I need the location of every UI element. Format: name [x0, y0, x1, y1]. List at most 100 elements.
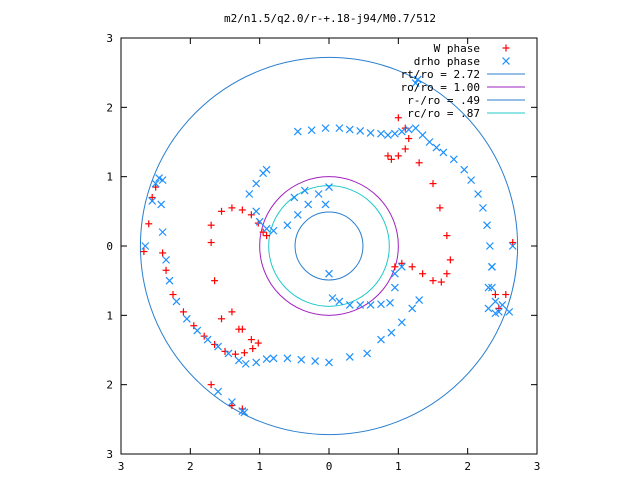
- point-s1-45: [304, 200, 313, 209]
- point-s0-20: [228, 401, 236, 409]
- xtick-label-0: 3: [118, 460, 125, 473]
- point-s1-3: [155, 174, 164, 182]
- point-s1-48: [321, 200, 330, 209]
- ytick-label-4: 1: [106, 171, 113, 184]
- point-s0-38: [394, 152, 402, 160]
- point-s1-6: [158, 228, 167, 237]
- legend-label-3: ro/ro = 1.00: [401, 81, 480, 94]
- point-s1-43: [283, 221, 292, 230]
- point-s1-60: [390, 129, 399, 138]
- point-s1-64: [418, 131, 427, 139]
- point-s0-13: [240, 349, 248, 357]
- point-s1-91: [377, 300, 385, 309]
- point-s0-19: [207, 381, 215, 389]
- point-s1-83: [413, 75, 422, 84]
- point-s1-71: [474, 190, 482, 198]
- point-s1-10: [182, 314, 191, 323]
- point-s0-34: [394, 114, 402, 122]
- point-s1-76: [488, 283, 496, 292]
- point-s1-38: [262, 165, 271, 174]
- point-s1-79: [491, 309, 500, 318]
- point-s0-55: [502, 291, 510, 299]
- point-s1-59: [384, 131, 392, 139]
- ytick-label-5: 2: [106, 101, 113, 114]
- point-s1-39: [252, 207, 261, 216]
- point-s1-66: [432, 143, 441, 152]
- point-s0-15: [254, 339, 262, 347]
- point-s1-42: [269, 226, 278, 235]
- point-s0-42: [429, 180, 437, 188]
- point-s1-32: [228, 398, 236, 406]
- legend-label-5: rc/ro = .87: [407, 107, 480, 120]
- point-s1-5: [157, 200, 166, 209]
- point-s0-1: [145, 220, 153, 228]
- point-s1-74: [485, 242, 494, 250]
- point-s1-1: [148, 197, 157, 205]
- point-s1-17: [252, 358, 261, 367]
- point-s1-81: [484, 283, 493, 292]
- legend-label-4: r-/ro = .49: [407, 94, 480, 107]
- point-s1-77: [491, 297, 500, 306]
- point-s1-98: [508, 242, 517, 250]
- point-s0-26: [207, 221, 215, 229]
- point-s1-15: [234, 356, 243, 365]
- point-s0-27: [218, 207, 226, 215]
- circle-3: [268, 185, 390, 307]
- point-s1-58: [377, 129, 385, 138]
- point-s0-53: [491, 291, 499, 299]
- point-s1-21: [297, 355, 306, 364]
- point-s1-9: [172, 297, 181, 306]
- point-s1-19: [269, 354, 278, 363]
- point-s0-30: [247, 211, 255, 219]
- point-s1-52: [307, 126, 316, 135]
- point-s0-8: [190, 322, 198, 330]
- point-s0-47: [408, 263, 416, 271]
- point-s1-8: [165, 276, 174, 285]
- point-s1-95: [397, 262, 406, 271]
- point-s1-13: [214, 342, 222, 351]
- point-s0-52: [446, 256, 454, 264]
- point-s0-29: [238, 206, 246, 214]
- legend-marker-0: [502, 44, 510, 52]
- point-s0-45: [391, 263, 399, 271]
- point-s1-93: [390, 283, 399, 292]
- reference-circles: [139, 56, 519, 436]
- point-s1-54: [335, 124, 344, 133]
- point-s0-6: [169, 291, 177, 299]
- point-s0-22: [207, 239, 215, 247]
- point-s1-23: [325, 358, 333, 367]
- point-s1-73: [483, 221, 492, 230]
- point-s0-44: [443, 232, 451, 240]
- point-s1-31: [214, 387, 222, 396]
- point-s1-7: [162, 255, 170, 264]
- point-s0-12: [231, 350, 239, 358]
- point-s1-80: [484, 304, 493, 313]
- point-s1-97: [505, 307, 514, 316]
- point-s0-24: [228, 308, 236, 316]
- point-s1-2: [151, 179, 160, 188]
- point-s0-28: [228, 204, 236, 212]
- point-s0-0: [140, 248, 148, 256]
- point-s0-23: [211, 277, 219, 285]
- point-s1-85: [325, 269, 333, 278]
- point-s1-22: [311, 357, 320, 366]
- point-s1-88: [345, 301, 354, 309]
- point-s1-14: [224, 349, 233, 358]
- point-s1-70: [467, 176, 476, 185]
- point-s1-69: [460, 165, 469, 174]
- xtick-label-5: 2: [464, 460, 471, 473]
- point-s1-24: [345, 353, 354, 361]
- ytick-label-2: 1: [106, 309, 113, 322]
- point-s1-30: [415, 296, 424, 305]
- point-s1-62: [404, 125, 413, 134]
- point-s0-39: [387, 155, 395, 163]
- point-s0-11: [221, 347, 229, 355]
- xtick-label-4: 1: [395, 460, 402, 473]
- data-points: [140, 75, 517, 417]
- point-s1-36: [252, 179, 261, 188]
- point-s0-43: [436, 204, 444, 212]
- point-s1-46: [314, 190, 323, 198]
